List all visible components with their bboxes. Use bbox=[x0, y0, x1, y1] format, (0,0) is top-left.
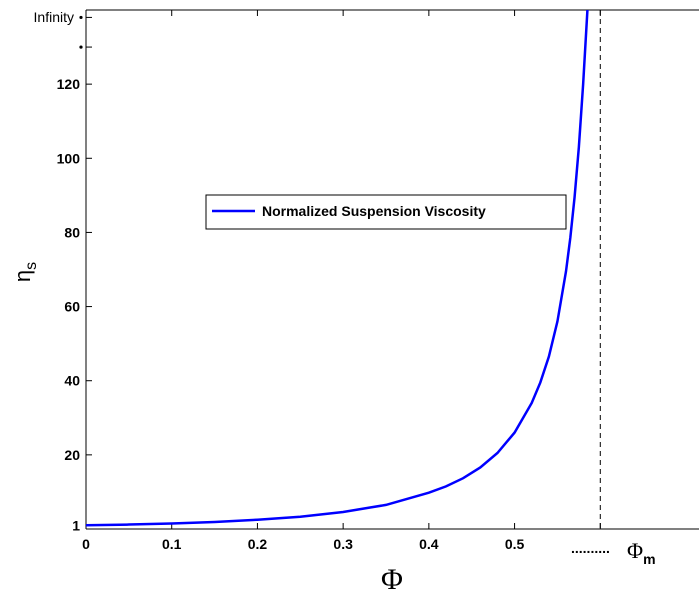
y-tick-label: 20 bbox=[64, 447, 80, 463]
x-tick-label: 0 bbox=[82, 536, 90, 552]
y-tick-label: 120 bbox=[57, 76, 81, 92]
legend: Normalized Suspension Viscosity bbox=[205, 194, 567, 230]
y-tick-label: 40 bbox=[64, 373, 80, 389]
x-tick-phi-m: Φm bbox=[627, 538, 656, 567]
phi-m-sub: m bbox=[643, 551, 655, 567]
y-axis-label-sub: s bbox=[23, 262, 40, 270]
svg-text:ηs: ηs bbox=[10, 262, 40, 282]
x-ticks: 0 0.1 0.2 0.3 0.4 0.5 bbox=[82, 10, 601, 552]
y-tick-label: 1 bbox=[72, 517, 80, 533]
y-axis-label: ηs bbox=[10, 262, 40, 282]
x-tick-label: 0.5 bbox=[505, 536, 525, 552]
x-tick-label: 0.4 bbox=[419, 536, 439, 552]
legend-box bbox=[205, 194, 567, 230]
y-tick-label-infinity: Infinity bbox=[34, 9, 74, 25]
y-axis-label-main: η bbox=[10, 270, 35, 282]
x-tick-label: 0.3 bbox=[333, 536, 353, 552]
y-tick-label: 80 bbox=[64, 224, 80, 240]
y-tick-label: 60 bbox=[64, 299, 80, 315]
series-line bbox=[86, 10, 589, 527]
y-tick-dot bbox=[79, 15, 83, 20]
x-axis-label: Φ bbox=[381, 563, 403, 594]
phi-m-main: Φ bbox=[627, 538, 643, 563]
x-tick-dots: .......... bbox=[571, 540, 610, 556]
y-tick-dot bbox=[79, 45, 83, 49]
legend-label: Normalized Suspension Viscosity bbox=[262, 203, 486, 219]
axes bbox=[85, 9, 699, 530]
x-tick-label: 0.2 bbox=[248, 536, 268, 552]
x-tick-label: 0.1 bbox=[162, 536, 182, 552]
y-tick-label: 100 bbox=[57, 150, 81, 166]
